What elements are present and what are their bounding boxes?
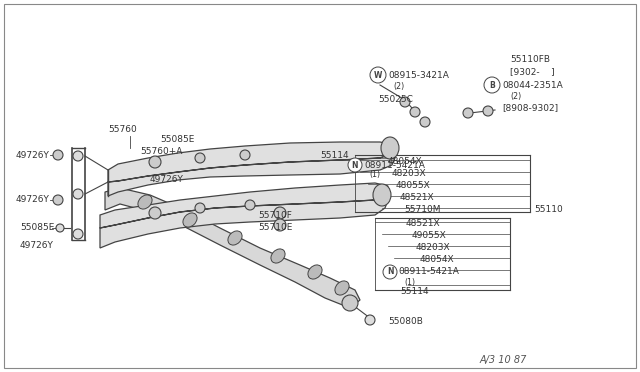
Text: 08915-3421A: 08915-3421A: [388, 71, 449, 80]
Circle shape: [56, 224, 64, 232]
Circle shape: [245, 200, 255, 210]
Circle shape: [53, 195, 63, 205]
Ellipse shape: [373, 184, 391, 206]
Circle shape: [483, 106, 493, 116]
Text: 48203X: 48203X: [392, 170, 427, 179]
Text: 55080B: 55080B: [388, 317, 423, 327]
Polygon shape: [100, 183, 388, 248]
Circle shape: [149, 207, 161, 219]
Text: 48055X: 48055X: [396, 182, 431, 190]
Text: 55760: 55760: [108, 125, 137, 135]
Text: 55114: 55114: [400, 288, 429, 296]
Circle shape: [73, 229, 83, 239]
Circle shape: [274, 219, 286, 231]
Circle shape: [370, 67, 386, 83]
Text: 55110: 55110: [534, 205, 563, 215]
Circle shape: [420, 117, 430, 127]
Text: 55710M: 55710M: [404, 205, 440, 215]
Ellipse shape: [183, 213, 197, 227]
Circle shape: [484, 77, 500, 93]
Text: 55085E: 55085E: [160, 135, 195, 144]
Polygon shape: [105, 188, 360, 308]
Text: 08911-5421A: 08911-5421A: [364, 160, 425, 170]
Circle shape: [53, 150, 63, 160]
Circle shape: [365, 315, 375, 325]
Text: 48521X: 48521X: [400, 193, 435, 202]
Text: 49726Y: 49726Y: [150, 176, 184, 185]
Text: 49726Y: 49726Y: [16, 196, 50, 205]
Ellipse shape: [381, 137, 399, 159]
Text: [8908-9302]: [8908-9302]: [502, 103, 558, 112]
Circle shape: [348, 158, 362, 172]
Text: 49055X: 49055X: [412, 231, 447, 241]
Text: 49726Y: 49726Y: [20, 241, 54, 250]
Circle shape: [73, 151, 83, 161]
Text: (2): (2): [510, 93, 521, 102]
Text: (2): (2): [393, 83, 404, 92]
Text: B: B: [489, 80, 495, 90]
Text: 48203X: 48203X: [416, 244, 451, 253]
Text: 49726Y: 49726Y: [16, 151, 50, 160]
Circle shape: [149, 156, 161, 168]
Text: N: N: [352, 160, 358, 170]
Text: A/3 10 87: A/3 10 87: [480, 355, 527, 365]
Text: 08911-5421A: 08911-5421A: [398, 267, 459, 276]
Text: W: W: [374, 71, 382, 80]
Circle shape: [383, 265, 397, 279]
Circle shape: [274, 207, 286, 219]
Circle shape: [195, 153, 205, 163]
Text: 55025C: 55025C: [378, 96, 413, 105]
Circle shape: [410, 107, 420, 117]
Circle shape: [400, 97, 410, 107]
Text: N: N: [387, 267, 393, 276]
Circle shape: [342, 295, 358, 311]
Text: 55710F: 55710F: [258, 211, 292, 219]
Ellipse shape: [271, 249, 285, 263]
Text: 48054X: 48054X: [388, 157, 422, 167]
Ellipse shape: [228, 231, 242, 245]
Circle shape: [73, 189, 83, 199]
Text: 55085E: 55085E: [20, 224, 54, 232]
Ellipse shape: [335, 281, 349, 295]
Text: 55760+A: 55760+A: [140, 148, 182, 157]
Circle shape: [195, 203, 205, 213]
Circle shape: [463, 108, 473, 118]
Text: 55710E: 55710E: [258, 224, 292, 232]
Text: [9302-    ]: [9302- ]: [510, 67, 555, 77]
Ellipse shape: [308, 265, 322, 279]
Ellipse shape: [138, 195, 152, 209]
Text: 48521X: 48521X: [406, 219, 440, 228]
Text: 55114: 55114: [320, 151, 349, 160]
Text: (1): (1): [369, 170, 380, 180]
Circle shape: [240, 150, 250, 160]
Text: (1): (1): [404, 279, 415, 288]
Polygon shape: [108, 142, 395, 196]
Text: 48054X: 48054X: [420, 256, 454, 264]
Text: 08044-2351A: 08044-2351A: [502, 80, 563, 90]
Text: 55110FB: 55110FB: [510, 55, 550, 64]
